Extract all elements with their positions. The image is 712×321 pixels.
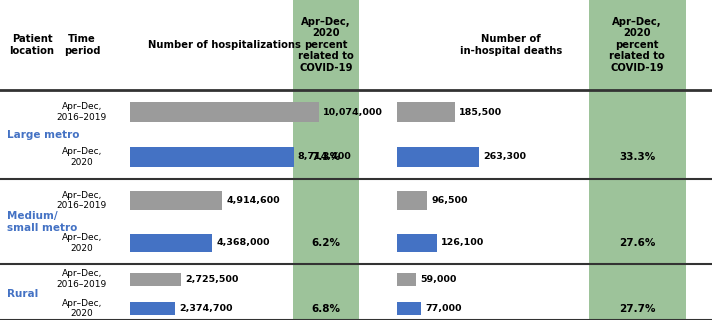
Text: 77,000: 77,000 [426,304,462,313]
Bar [130,102,319,122]
Text: Patient
location: Patient location [9,34,55,56]
Text: 2,725,500: 2,725,500 [186,274,239,283]
Text: Rural: Rural [7,289,38,299]
Text: Apr–Dec,
2016–2019: Apr–Dec, 2016–2019 [57,269,107,289]
Text: 185,500: 185,500 [459,108,503,117]
Text: 27.6%: 27.6% [619,238,656,248]
Text: 6.8%: 6.8% [312,304,340,314]
Text: 8,714,400: 8,714,400 [298,152,352,161]
Bar [589,0,686,321]
Text: 96,500: 96,500 [431,196,468,205]
Bar [397,234,436,252]
Bar [130,191,222,210]
Text: Medium/
small metro: Medium/ small metro [7,211,78,233]
Bar [130,147,293,167]
Text: 33.3%: 33.3% [619,152,655,162]
Text: Apr–Dec,
2020: Apr–Dec, 2020 [62,233,102,253]
Text: 4,368,000: 4,368,000 [216,239,270,247]
Bar [130,302,174,315]
Text: Time
period: Time period [63,34,100,56]
Text: Apr–Dec,
2020
percent
related to
COVID-19: Apr–Dec, 2020 percent related to COVID-1… [298,17,354,73]
Bar [397,147,479,167]
Bar [293,0,359,321]
Text: 6.2%: 6.2% [312,238,340,248]
Text: 7.3%: 7.3% [312,152,340,162]
Text: 126,100: 126,100 [441,239,484,247]
Text: 10,074,000: 10,074,000 [323,108,383,117]
Text: Apr–Dec,
2020: Apr–Dec, 2020 [62,147,102,167]
Text: Apr–Dec,
2016–2019: Apr–Dec, 2016–2019 [57,191,107,210]
Text: 27.7%: 27.7% [619,304,656,314]
Bar [130,234,212,252]
Bar [397,102,455,122]
Text: Number of hospitalizations: Number of hospitalizations [148,40,300,50]
Bar [397,302,422,315]
Bar [397,191,427,210]
Text: 263,300: 263,300 [483,152,526,161]
Text: 4,914,600: 4,914,600 [226,196,281,205]
Text: Large metro: Large metro [7,129,80,140]
Text: Number of
in-hospital deaths: Number of in-hospital deaths [460,34,562,56]
Text: Apr–Dec,
2020
percent
related to
COVID-19: Apr–Dec, 2020 percent related to COVID-1… [609,17,665,73]
Text: 59,000: 59,000 [420,274,456,283]
Text: Apr–Dec,
2020: Apr–Dec, 2020 [62,299,102,318]
Text: Apr–Dec,
2016–2019: Apr–Dec, 2016–2019 [57,102,107,122]
Bar [130,273,182,286]
Bar [397,273,416,286]
Text: 2,374,700: 2,374,700 [179,304,233,313]
